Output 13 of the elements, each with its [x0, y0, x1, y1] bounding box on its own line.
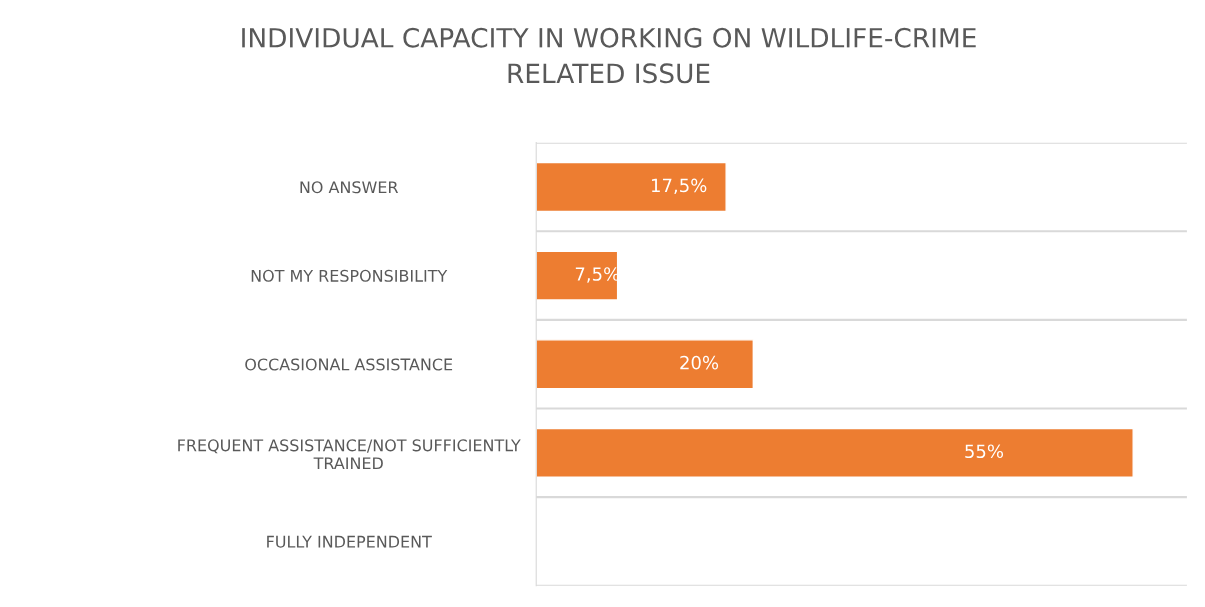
chart-title: INDIVIDUAL CAPACITY IN WORKING ON WILDLIFE-CRIME RELATED ISSUE — [242, 27, 976, 84]
bar — [536, 339, 755, 390]
data-label: 20% — [680, 355, 719, 370]
y-tick-label: OCCASIONAL ASSISTANCE — [245, 358, 453, 371]
y-tick-label: FREQUENT ASSISTANCE/NOT SUFFICIENTLY TRAINED — [178, 439, 521, 470]
y-tick-label: FULLY INDEPENDENT — [267, 535, 432, 548]
y-tick-label: NOT MY RESPONSIBILITY — [251, 269, 448, 282]
data-label: 55% — [965, 444, 1004, 459]
data-label: 17,5% — [651, 178, 707, 195]
bar — [536, 427, 1134, 478]
bar — [536, 161, 727, 213]
bar — [536, 250, 619, 301]
y-tick-label: NO ANSWER — [300, 181, 399, 194]
